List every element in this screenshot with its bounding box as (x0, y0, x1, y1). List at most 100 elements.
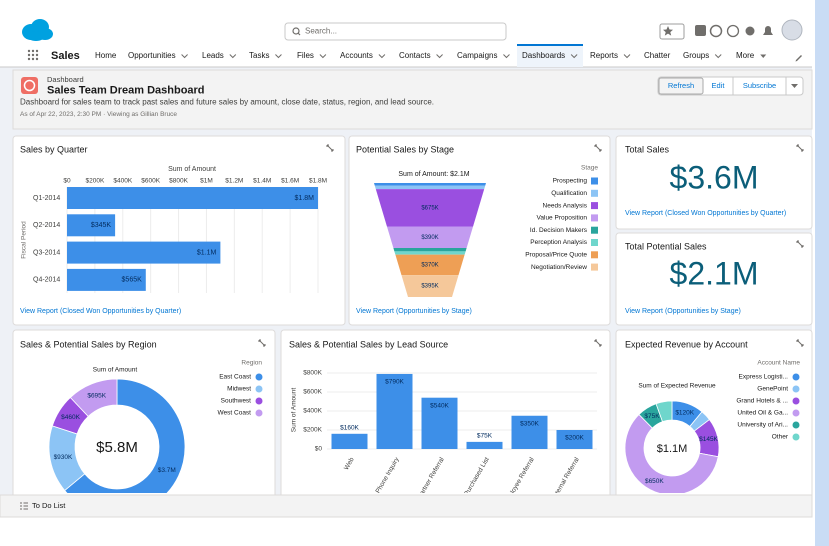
x-tick-label: $400K (113, 178, 132, 185)
nav-tab[interactable]: Groups (683, 51, 709, 60)
tab-chevron[interactable] (181, 54, 188, 59)
x-tick-label: $800K (169, 178, 188, 185)
subscribe-button[interactable]: Subscribe (743, 81, 776, 90)
legend-swatch (591, 251, 598, 259)
y-axis-title: Fiscal Period (21, 221, 28, 259)
todo-label[interactable]: To Do List (32, 501, 66, 510)
legend-label: West Coast (218, 410, 252, 417)
view-report-link[interactable]: View Report (Closed Won Opportunities by… (20, 308, 181, 315)
tab-menu-caret[interactable] (760, 54, 767, 59)
notification-icon[interactable] (763, 26, 773, 35)
star-icon (663, 26, 673, 36)
nav-tab[interactable]: Opportunities (128, 51, 176, 60)
legend-title: Account Name (757, 360, 800, 367)
expand-icons[interactable] (258, 144, 804, 347)
add-icon[interactable] (695, 25, 706, 36)
y-tick-label: $600K (303, 389, 322, 396)
panel-title: Potential Sales by Stage (356, 144, 454, 154)
tab-chevron[interactable] (378, 54, 386, 59)
y-tick-label: Q2-2014 (33, 222, 60, 229)
tab-chevron[interactable] (436, 54, 443, 59)
x-tick-label: $1M (200, 178, 213, 185)
segment-label: $395K (421, 284, 438, 290)
chart-sales-by-stage: Potential Sales by Stage Sum of Amount: $… (356, 144, 598, 314)
segment-label: $390K (421, 235, 438, 241)
metric-total-potential-sales: Total Potential Sales $2.1M View Report (O… (625, 241, 758, 314)
donut-segment (69, 378, 118, 417)
nav-tab[interactable]: Home (95, 51, 117, 60)
segment-label: $145K (699, 436, 718, 443)
tab-chevron[interactable] (503, 54, 510, 59)
x-axis-title: Sum of Amount (168, 166, 216, 173)
ui-texts: Search... Sales Home Opportunities Leads Task… (20, 27, 776, 510)
active-tab-background (517, 45, 583, 67)
view-report-link[interactable]: View Report (Closed Won Opportunities by… (625, 210, 786, 217)
tab-chevron[interactable] (229, 54, 237, 59)
legend-label: Prospecting (553, 178, 588, 185)
legend-label: Needs Analysis (543, 202, 588, 209)
nav-tab[interactable]: Leads (202, 51, 224, 60)
bar-value-label: $1.8M (295, 195, 315, 202)
legend-swatch (591, 214, 598, 222)
tab-chevron[interactable] (623, 54, 631, 59)
tab-chevron[interactable] (275, 54, 282, 59)
nav-tab[interactable]: Dashboards (522, 51, 565, 60)
chart-subtitle: Sum of Expected Revenue (638, 383, 716, 390)
funnel-segment (393, 248, 467, 252)
logo[interactable] (22, 19, 53, 41)
dashboard-meta: As of Apr 22, 2023, 2:30 PM · Viewing as… (20, 111, 177, 118)
nav-tab[interactable]: Tasks (249, 51, 269, 60)
nav-tab[interactable]: Files (297, 51, 314, 60)
bar-value-label: $790K (385, 379, 404, 386)
bar (67, 187, 318, 209)
metric-total-sales: Total Sales$3.6M View Report (Closed Won … (625, 144, 786, 216)
edit-nav-icon[interactable] (795, 55, 803, 62)
legend-swatch (591, 239, 598, 246)
tab-chevron[interactable] (319, 54, 327, 59)
segment-label: $675K (421, 205, 438, 211)
help-icon[interactable] (726, 24, 740, 38)
more-actions-button[interactable] (791, 84, 798, 88)
x-tick-label: $600K (141, 178, 160, 185)
header-label: Dashboard (47, 75, 84, 84)
favorites-button[interactable] (659, 23, 685, 40)
view-report-link[interactable]: View Report (Opportunities by Stage) (356, 308, 472, 315)
edit-button[interactable]: Edit (712, 81, 726, 90)
view-report-link[interactable]: View Report (Opportunities by Stage) (625, 308, 741, 315)
refresh-button[interactable]: Refresh (668, 81, 694, 90)
app-launcher[interactable] (27, 49, 39, 61)
funnel-segment (374, 183, 486, 186)
legend-swatch (591, 177, 598, 185)
nav-tab[interactable]: Campaigns (457, 51, 497, 60)
bar-value-label: $350K (520, 420, 539, 427)
refresh-highlight (658, 77, 704, 95)
bar (67, 241, 221, 264)
legend-label: East Coast (219, 374, 251, 381)
setup-icon[interactable] (745, 26, 755, 36)
nav-tab[interactable]: Reports (590, 51, 618, 60)
nav-tab[interactable]: More (736, 51, 755, 60)
search-box[interactable] (284, 22, 507, 41)
tab-chevron[interactable] (570, 54, 578, 59)
legend-swatch (792, 397, 800, 405)
nav-tab[interactable]: Contacts (399, 51, 431, 60)
metric-value: $3.6M (670, 159, 759, 195)
bar (511, 415, 548, 449)
nav-tab[interactable]: Chatter (644, 51, 671, 60)
nav-tab[interactable]: Accounts (340, 51, 373, 60)
legend-label: United Oil & Ga... (737, 410, 788, 417)
chart-expected-revenue: Expected Revenue by Account Sum of Expect… (624, 339, 800, 493)
dashboard-icon (21, 77, 38, 94)
avatar[interactable] (781, 19, 803, 41)
panel-title: Sales & Potential Sales by Lead Source (289, 339, 448, 349)
tab-chevron[interactable] (714, 54, 722, 59)
x-tick-label: $1.4M (253, 178, 271, 185)
trailhead-icon[interactable] (709, 24, 723, 38)
app-name[interactable]: Sales (51, 50, 80, 62)
search-placeholder[interactable]: Search... (305, 27, 337, 36)
bar (67, 268, 146, 291)
chart-sales-by-quarter: Sales by Quarter Sum of Amount $0 $200K $400… (20, 144, 327, 314)
legend-label: Grand Hotels & ... (736, 398, 788, 405)
dashboard-description: Dashboard for sales team to track past s… (20, 98, 434, 107)
legend-swatch (792, 421, 800, 429)
